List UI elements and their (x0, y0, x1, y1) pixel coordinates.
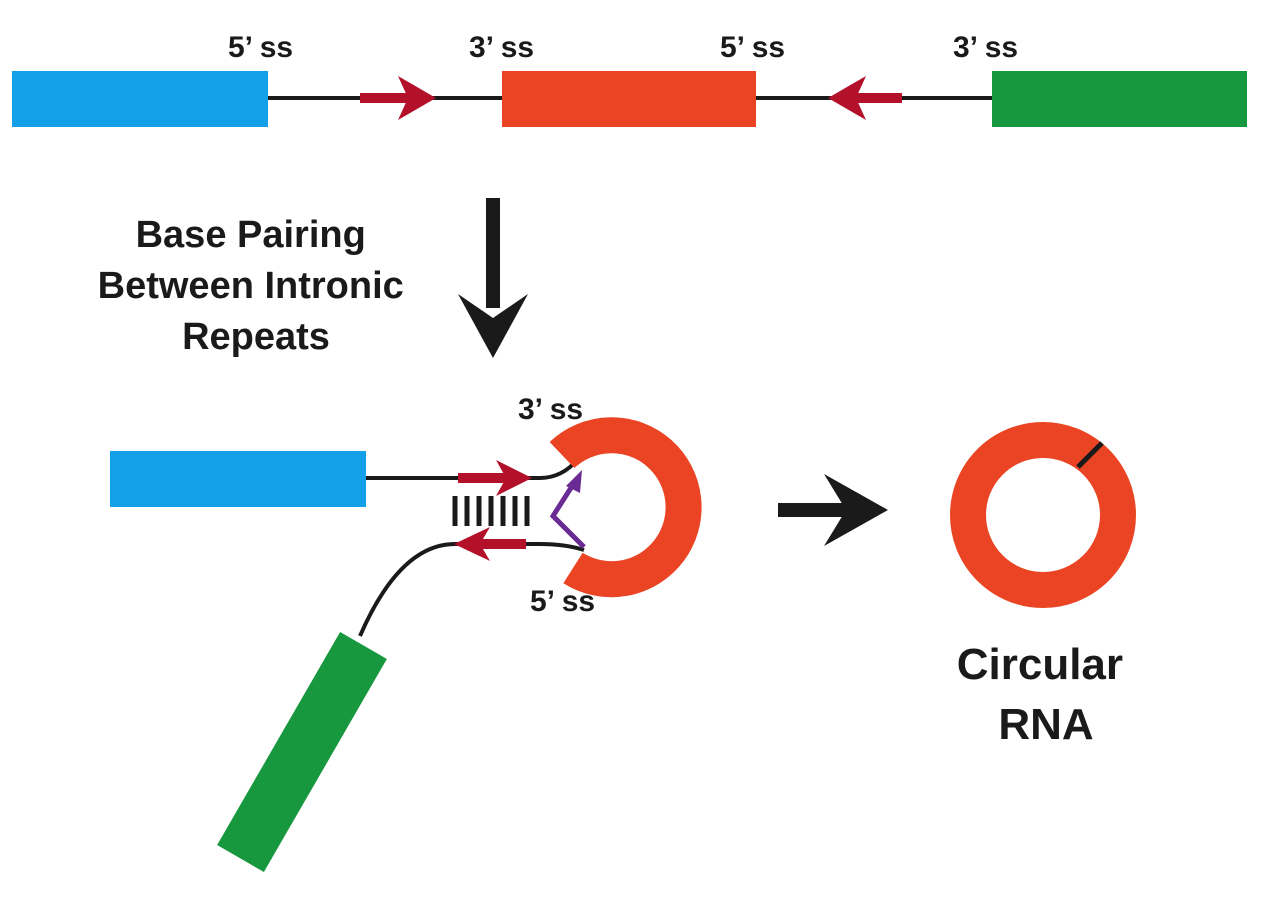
intronic-repeat-reverse-arrow-icon (828, 76, 902, 120)
step-label: Base Pairing Between Intronic Repeats (98, 214, 415, 358)
circular-rna (950, 422, 1136, 608)
exon-3-green (992, 71, 1247, 127)
product-label-line-1: Circular (957, 640, 1123, 689)
linear-pre-mrna: 5’ ss 3’ ss 5’ ss 3’ ss (12, 31, 1247, 127)
top-label-5ss-1: 5’ ss (228, 31, 293, 64)
circular-rna-ring (950, 422, 1136, 608)
process-down-arrow-icon (458, 198, 528, 358)
step-label-line-3: Repeats (182, 316, 330, 358)
upper-repeat-arrow-icon (458, 460, 532, 496)
product-label-line-2: RNA (998, 700, 1093, 749)
exon-2-orange-bent (549, 417, 702, 598)
top-label-5ss-2: 5’ ss (720, 31, 785, 64)
exon-3-green-paired (217, 631, 387, 873)
hairpin-label-5ss: 5’ ss (530, 585, 595, 618)
hairpin-label-3ss: 3’ ss (518, 393, 583, 426)
back-splice-junction-mark (1076, 441, 1104, 469)
step-label-line-2: Between Intronic (98, 265, 404, 307)
lower-repeat-arrow-icon (454, 527, 526, 561)
base-pairing-ticks (452, 496, 530, 526)
top-label-3ss-2: 3’ ss (953, 31, 1018, 64)
result-right-arrow-icon (778, 474, 888, 546)
exon-1-blue-paired (110, 451, 366, 507)
intronic-repeat-forward-arrow-icon (360, 76, 436, 120)
exon-2-orange (502, 71, 756, 127)
top-label-3ss-1: 3’ ss (469, 31, 534, 64)
back-splice-arrow-icon (549, 470, 586, 549)
paired-intermediate: 3’ ss 5’ ss (110, 393, 702, 873)
exon-1-blue (12, 71, 268, 127)
product-label: Circular RNA (957, 640, 1136, 749)
step-label-line-1: Base Pairing (136, 214, 366, 256)
lower-intron-line (358, 542, 585, 637)
